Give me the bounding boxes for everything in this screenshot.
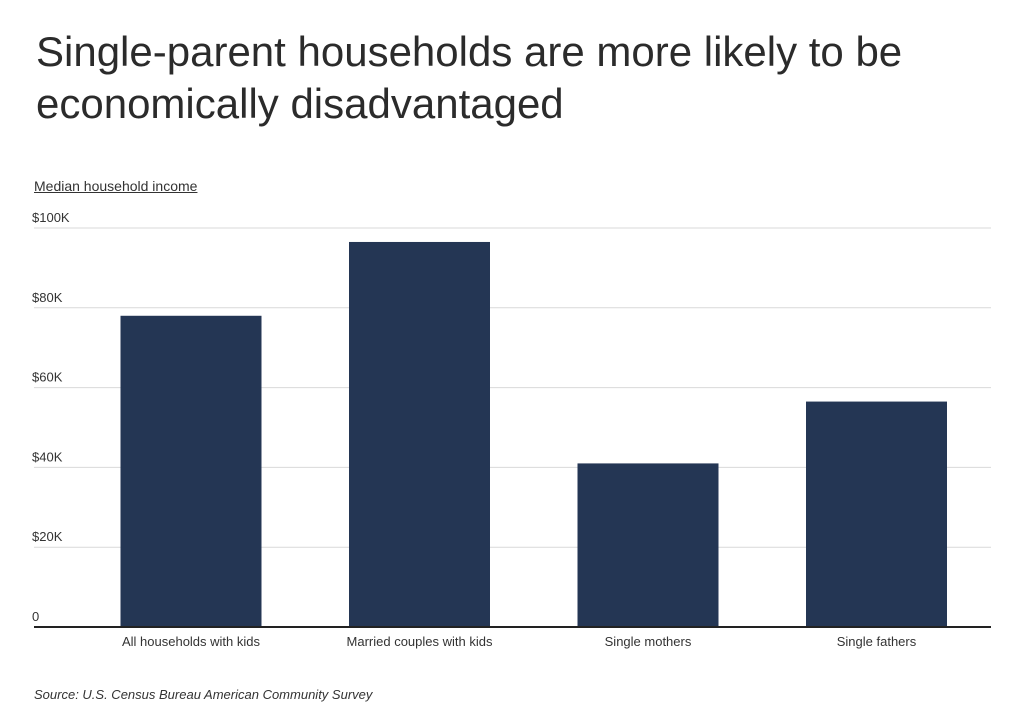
y-tick-label: 0 — [32, 609, 39, 624]
bars — [120, 241, 947, 627]
x-tick-labels: All households with kids Married couples … — [122, 634, 917, 649]
source-note: Source: U.S. Census Bureau American Comm… — [34, 687, 373, 702]
y-tick-labels: 0 $20K $40K $60K $80K $100K — [32, 210, 70, 624]
y-tick-label: $20K — [32, 529, 63, 544]
x-tick-label: Single mothers — [605, 634, 692, 649]
bar — [806, 401, 947, 627]
x-tick-label: Single fathers — [837, 634, 917, 649]
y-tick-label: $60K — [32, 370, 63, 385]
chart-title: Single-parent households are more likely… — [36, 28, 903, 127]
bar — [349, 241, 490, 627]
y-axis-label: Median household income — [34, 178, 198, 194]
y-tick-label: $100K — [32, 210, 70, 225]
bar — [120, 315, 262, 627]
x-tick-label: All households with kids — [122, 634, 261, 649]
y-tick-label: $40K — [32, 449, 63, 464]
bar — [577, 463, 719, 627]
x-tick-label: Married couples with kids — [347, 634, 493, 649]
y-tick-label: $80K — [32, 290, 63, 305]
